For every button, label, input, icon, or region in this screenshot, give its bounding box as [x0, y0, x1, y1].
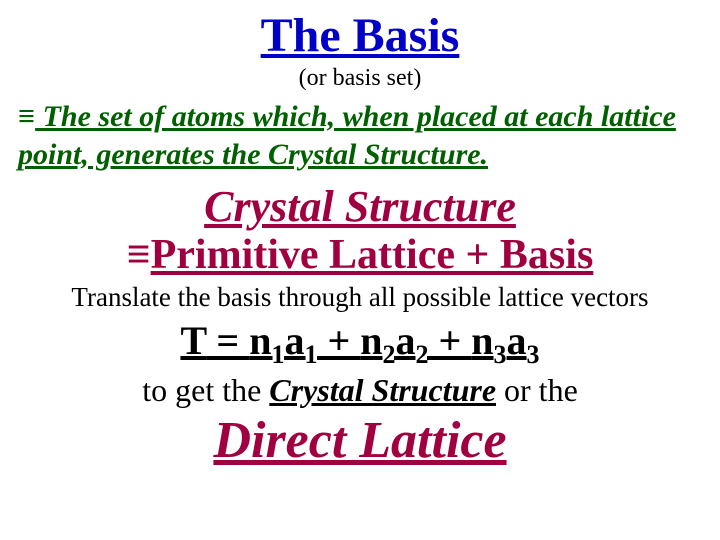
a1: a — [284, 318, 304, 363]
equiv-symbol-2: ≡ — [127, 232, 151, 278]
sub1: 1 — [271, 340, 284, 369]
bottom-line: to get the Crystal Structure or the — [12, 372, 708, 409]
asub2: 2 — [416, 340, 429, 369]
bottom-suffix: or the — [496, 372, 578, 408]
equiv-symbol: ≡ — [18, 98, 35, 136]
sub2: 2 — [383, 340, 396, 369]
t-var: T — [180, 318, 206, 363]
bottom-prefix: to get the — [142, 372, 269, 408]
sub3: 3 — [494, 340, 507, 369]
slide-subtitle: (or basis set) — [12, 65, 708, 92]
t-equation: T = n1a1 + n2a2 + n3a3 — [12, 319, 708, 370]
translate-text: Translate the basis through all possible… — [12, 282, 708, 313]
plus2: + — [429, 318, 472, 363]
asub3: 3 — [527, 340, 540, 369]
definition-body: The set of atoms which, when placed at e… — [18, 100, 676, 171]
direct-lattice: Direct Lattice — [12, 411, 708, 470]
eq-sign: = — [206, 318, 249, 363]
definition-text: ≡ The set of atoms which, when placed at… — [12, 98, 708, 173]
asub1: 1 — [304, 340, 317, 369]
a3: a — [507, 318, 527, 363]
plus1: + — [317, 318, 360, 363]
n1: n — [249, 318, 271, 363]
n2: n — [360, 318, 382, 363]
a2: a — [396, 318, 416, 363]
slide-title: The Basis — [12, 8, 708, 63]
crystal-eq-main: Primitive Lattice + Basis — [151, 232, 594, 278]
n3: n — [471, 318, 493, 363]
crystal-equation: ≡ Primitive Lattice + Basis — [12, 232, 708, 278]
crystal-structure-heading: Crystal Structure — [12, 181, 708, 232]
bottom-crystal-structure: Crystal Structure — [269, 372, 496, 408]
